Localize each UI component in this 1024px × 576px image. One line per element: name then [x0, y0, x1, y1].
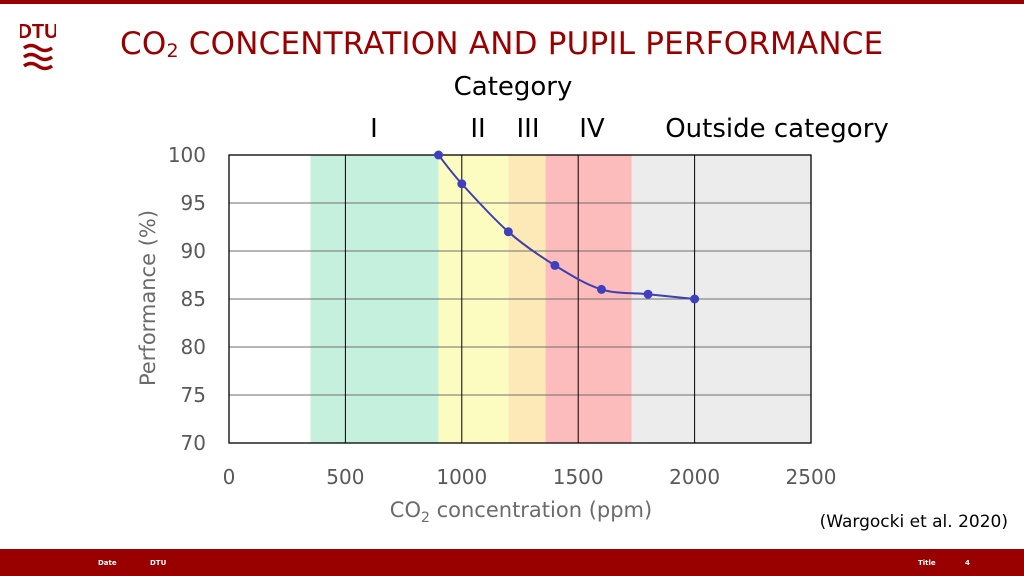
y-axis-title: Performance (%): [136, 209, 160, 387]
y-tick-label: 85: [181, 287, 206, 311]
y-tick-label: 100: [168, 143, 206, 167]
plot-frame: [228, 154, 812, 444]
svg-text:DTU: DTU: [20, 21, 56, 43]
footer-org: DTU: [150, 559, 167, 567]
dtu-logo: DTU: [20, 21, 56, 71]
category-heading: Category: [453, 72, 573, 102]
data-point: [596, 284, 606, 294]
footer-bar: Date DTU Title 4: [0, 549, 1024, 576]
category-label-iv: IV: [579, 114, 605, 144]
data-point: [434, 150, 444, 160]
x-tick-label: 2000: [669, 465, 720, 489]
category-label-ii: II: [470, 114, 486, 144]
x-tick-label: 1000: [436, 465, 487, 489]
y-tick-label: 95: [181, 191, 206, 215]
y-tick-label: 75: [181, 383, 206, 407]
data-point: [643, 289, 653, 299]
footer-title: Title: [918, 559, 936, 567]
category-label-i: I: [370, 114, 378, 144]
top-accent-bar: [0, 0, 1024, 4]
slide-title: CO2 CONCENTRATION AND PUPIL PERFORMANCE: [120, 26, 884, 62]
x-tick-label: 2500: [786, 465, 837, 489]
y-tick-label: 90: [181, 239, 206, 263]
data-point: [550, 260, 560, 270]
footer-date: Date: [98, 559, 117, 567]
y-tick-label: 80: [181, 335, 206, 359]
data-point: [690, 294, 700, 304]
category-label-outside: Outside category: [665, 114, 889, 144]
x-tick-label: 1500: [553, 465, 604, 489]
category-label-iii: III: [516, 114, 540, 144]
data-point: [457, 179, 467, 189]
x-tick-label: 0: [223, 465, 236, 489]
x-axis-title: CO2 concentration (ppm): [389, 498, 653, 527]
y-tick-label: 70: [181, 431, 206, 455]
x-tick-label: 500: [326, 465, 364, 489]
footer-page-number: 4: [965, 559, 970, 567]
citation: (Wargocki et al. 2020): [819, 512, 1008, 532]
data-point: [503, 227, 513, 237]
